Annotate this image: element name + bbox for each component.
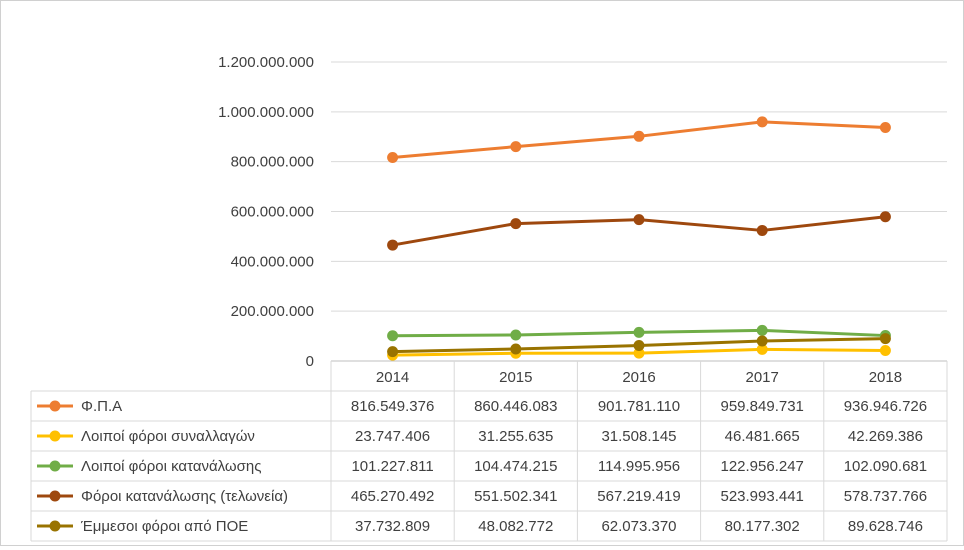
data-point [633, 130, 645, 142]
data-label: 62.073.370 [601, 518, 676, 535]
data-point [879, 344, 891, 356]
x-tick-label: 2017 [746, 369, 779, 386]
data-label: 48.082.772 [478, 518, 553, 535]
data-label: 37.732.809 [355, 518, 430, 535]
data-point [510, 218, 522, 230]
legend-marker [49, 430, 61, 442]
x-tick-label: 2014 [376, 369, 409, 386]
data-label: 102.090.681 [844, 458, 927, 475]
data-label: 465.270.492 [351, 488, 434, 505]
data-label: 551.502.341 [474, 488, 557, 505]
data-point [633, 214, 645, 226]
data-point [756, 116, 768, 128]
data-point [510, 141, 522, 153]
data-point [387, 346, 399, 358]
data-label: 523.993.441 [720, 488, 803, 505]
y-tick-label: 600.000.000 [231, 204, 314, 221]
legend-label: Λοιποί φόροι συναλλαγών [81, 428, 255, 445]
data-label: 114.995.956 [598, 458, 680, 475]
legend-marker [49, 490, 61, 502]
data-point [387, 330, 399, 342]
data-label: 578.737.766 [844, 488, 927, 505]
x-tick-label: 2016 [622, 369, 655, 386]
legend-marker [49, 460, 61, 472]
data-point [756, 324, 768, 336]
x-tick-label: 2015 [499, 369, 532, 386]
data-point [756, 343, 768, 355]
data-point [510, 329, 522, 341]
data-label: 959.849.731 [720, 398, 803, 415]
y-tick-label: 0 [306, 353, 314, 370]
legend-label: Έμμεσοι φόροι από ΠΟΕ [80, 518, 248, 535]
data-label: 46.481.665 [725, 428, 800, 445]
data-label: 122.956.247 [720, 458, 803, 475]
data-label: 816.549.376 [351, 398, 434, 415]
legend-label: Φ.Π.Α [81, 398, 122, 415]
data-label: 89.628.746 [848, 518, 923, 535]
data-point [879, 122, 891, 134]
x-tick-label: 2018 [869, 369, 902, 386]
data-point [387, 152, 399, 164]
y-tick-label: 400.000.000 [231, 253, 314, 270]
data-point [387, 239, 399, 251]
y-tick-label: 800.000.000 [231, 154, 314, 171]
y-tick-label: 200.000.000 [231, 303, 314, 320]
data-point [756, 224, 768, 236]
data-label: 567.219.419 [597, 488, 680, 505]
data-point [879, 333, 891, 345]
data-point [633, 340, 645, 352]
data-label: 23.747.406 [355, 428, 430, 445]
data-point [633, 347, 645, 359]
data-label: 42.269.386 [848, 428, 923, 445]
data-label: 31.255.635 [478, 428, 553, 445]
data-point [756, 335, 768, 347]
data-label: 80.177.302 [725, 518, 800, 535]
legend-marker [49, 520, 61, 532]
legend-label: Φόροι κατανάλωσης (τελωνεία) [81, 488, 288, 505]
data-label: 31.508.145 [601, 428, 676, 445]
data-point [510, 343, 522, 355]
data-label: 860.446.083 [474, 398, 557, 415]
data-label: 101.227.811 [351, 458, 433, 475]
data-label: 901.781.110 [598, 398, 680, 415]
data-point [879, 211, 891, 223]
data-label: 936.946.726 [844, 398, 927, 415]
data-point [633, 326, 645, 338]
legend-marker [49, 400, 61, 412]
y-tick-label: 1.000.000.000 [218, 104, 314, 121]
data-label: 104.474.215 [474, 458, 557, 475]
legend-label: Λοιποί φόροι κατανάλωσης [81, 458, 261, 475]
y-tick-label: 1.200.000.000 [218, 54, 314, 71]
